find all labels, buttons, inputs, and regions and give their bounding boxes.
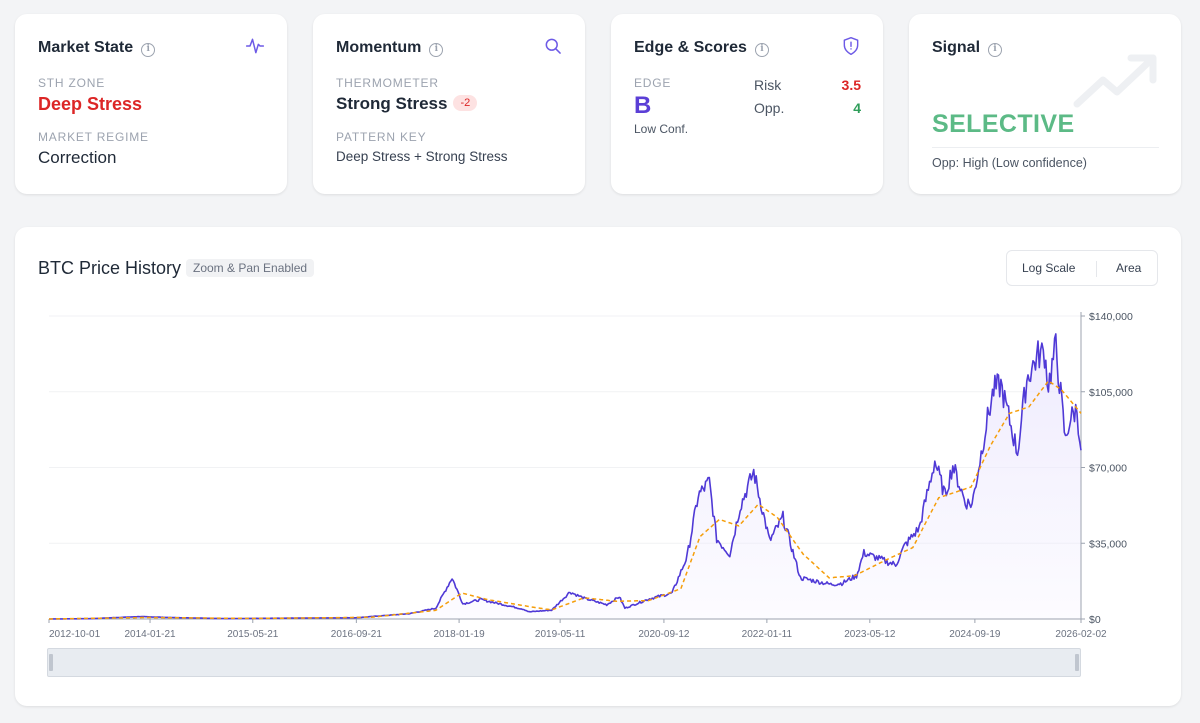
zoom-pan-badge: Zoom & Pan Enabled xyxy=(186,259,315,277)
market-state-title: Market State xyxy=(38,39,134,56)
edge-title: Edge & Scores xyxy=(634,39,747,56)
price-line xyxy=(49,333,1082,620)
signal-value: SELECTIVE xyxy=(932,110,1075,138)
y-tick-label: $35,000 xyxy=(1089,538,1127,550)
chart-mode-toggle: Log Scale Area xyxy=(1006,250,1158,286)
signal-title-row: Signal i xyxy=(932,39,1003,57)
pattern-key-value: Deep Stress + Strong Stress xyxy=(336,149,508,164)
y-tick-label: $70,000 xyxy=(1089,463,1127,475)
x-tick-label: 2018-01-19 xyxy=(434,629,486,640)
sth-zone-value: Deep Stress xyxy=(38,94,143,114)
x-tick-label: 2015-05-21 xyxy=(227,629,279,640)
x-tick-label: 2019-05-11 xyxy=(535,629,586,640)
price-area xyxy=(49,333,1081,619)
info-icon[interactable]: i xyxy=(988,43,1003,57)
edge-label: EDGE xyxy=(634,76,672,90)
signal-title: Signal xyxy=(932,39,981,56)
market-state-card: Market State i STH ZONE Deep Stress MARKE… xyxy=(15,14,287,194)
thermometer-label: THERMOMETER xyxy=(336,76,439,90)
thermometer-row: Strong Stress -2 xyxy=(336,94,478,114)
x-tick-label: 2026-02-02 xyxy=(1055,629,1107,640)
x-tick-label: 2023-05-12 xyxy=(844,629,896,640)
edge-title-row: Edge & Scores i xyxy=(634,39,769,57)
y-tick-label: $0 xyxy=(1089,614,1101,626)
x-tick-label: 2024-09-19 xyxy=(949,629,1001,640)
market-state-title-row: Market State i xyxy=(38,39,156,57)
market-regime-value: Correction xyxy=(38,148,117,167)
search-icon xyxy=(545,38,561,54)
momentum-title-row: Momentum i xyxy=(336,39,444,57)
edge-confidence: Low Conf. xyxy=(634,122,689,136)
x-tick-label: 2014-01-21 xyxy=(124,629,176,640)
scroller-right-handle[interactable] xyxy=(1075,654,1079,671)
thermometer-value: Strong Stress xyxy=(336,94,448,113)
thermometer-badge: -2 xyxy=(453,95,478,111)
log-scale-button[interactable]: Log Scale xyxy=(1022,261,1076,275)
opp-value: 4 xyxy=(853,100,861,116)
shield-icon xyxy=(843,36,859,56)
signal-divider xyxy=(932,147,1159,148)
info-icon[interactable]: i xyxy=(754,43,769,57)
signal-subtext: Opp: High (Low confidence) xyxy=(932,156,1087,170)
risk-value: 3.5 xyxy=(841,77,861,93)
price-chart[interactable]: $0 $35,000 $70,000 $105,000 $140,000 2012-10-… xyxy=(15,227,1181,706)
info-icon[interactable]: i xyxy=(429,43,444,57)
area-button[interactable]: Area xyxy=(1116,261,1142,275)
edge-scores-card: Edge & Scores i EDGE B Low Conf. Risk 3.5… xyxy=(611,14,883,194)
sth-zone-label: STH ZONE xyxy=(38,76,106,90)
opp-label: Opp. xyxy=(754,100,785,116)
x-tick-label: 2016-09-21 xyxy=(331,629,383,640)
edge-value: B xyxy=(634,92,652,119)
y-tick-label: $105,000 xyxy=(1089,387,1133,399)
chart-title: BTC Price History xyxy=(38,258,182,278)
risk-label: Risk xyxy=(754,77,782,93)
scroller-left-handle[interactable] xyxy=(49,654,53,671)
market-regime-label: MARKET REGIME xyxy=(38,130,149,144)
x-tick-label: 2012-10-01 xyxy=(49,629,101,640)
chart-range-scroller[interactable] xyxy=(47,648,1081,677)
toggle-divider xyxy=(1096,261,1097,277)
trending-up-icon xyxy=(1073,54,1157,108)
momentum-title: Momentum xyxy=(336,39,422,56)
pattern-key-label: PATTERN KEY xyxy=(336,130,427,144)
activity-icon xyxy=(245,38,265,54)
momentum-card: Momentum i THERMOMETER Strong Stress -2 PA… xyxy=(313,14,585,194)
price-history-panel: BTC Price History Zoom & Pan Enabled Log… xyxy=(15,227,1181,706)
x-tick-label: 2022-01-11 xyxy=(742,629,793,640)
signal-card: Signal i SELECTIVE Opp: High (Low confide… xyxy=(909,14,1181,194)
x-tick-label: 2020-09-12 xyxy=(638,629,690,640)
y-tick-label: $140,000 xyxy=(1089,311,1133,323)
info-icon[interactable]: i xyxy=(141,43,156,57)
